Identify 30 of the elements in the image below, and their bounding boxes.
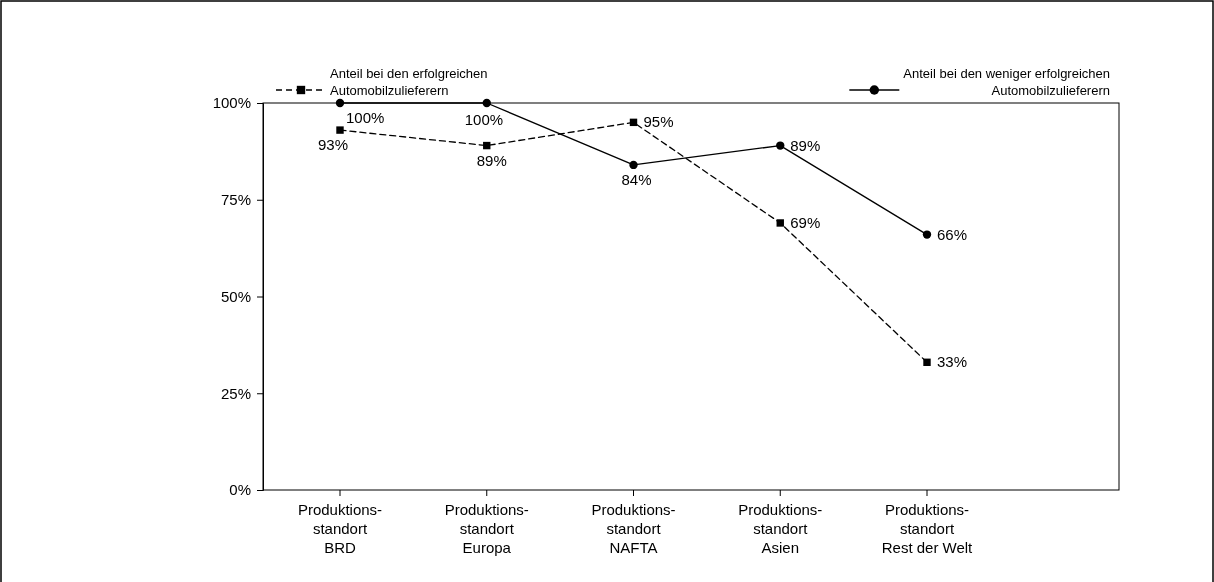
- point: [629, 160, 638, 170]
- data-label: 66%: [937, 225, 968, 243]
- legend-label: Anteil bei den erfolgreichen Automobilzulieferern: [330, 66, 488, 98]
- x-tick-label: Produktions- standort Europa: [444, 501, 529, 556]
- y-tick-label: 75%: [220, 191, 251, 209]
- data-label: 69%: [790, 213, 821, 231]
- data-label: 100%: [464, 111, 504, 128]
- y-tick-label: 0%: [229, 481, 251, 499]
- data-label: 84%: [621, 170, 652, 188]
- y-tick-label: 25%: [220, 384, 251, 402]
- point: [336, 126, 344, 134]
- data-label: 93%: [318, 136, 349, 154]
- y-tick-label: 50%: [220, 287, 251, 305]
- legend-label: Anteil bei den weniger erfolgreichen Automobilzulieferern: [903, 66, 1110, 98]
- x-tick-label: Produktions- standort Rest der Welt: [881, 501, 974, 556]
- data-label: 89%: [790, 136, 821, 154]
- point: [923, 358, 931, 366]
- point: [776, 219, 784, 227]
- point: [922, 230, 932, 239]
- point: [335, 98, 345, 108]
- x-tick-label: Produktions- standort NAFTA: [591, 501, 676, 556]
- y-tick-label: 100%: [212, 94, 251, 112]
- point: [776, 141, 785, 150]
- x-tick-label: Produktions- standort BRD: [297, 501, 383, 556]
- data-label: 33%: [937, 353, 968, 371]
- data-label: 95%: [643, 113, 674, 131]
- x-tick-label: Produktions- standort Asien: [738, 501, 823, 556]
- data-label: 100%: [346, 109, 385, 126]
- data-label: 89%: [476, 151, 507, 169]
- point: [482, 98, 491, 108]
